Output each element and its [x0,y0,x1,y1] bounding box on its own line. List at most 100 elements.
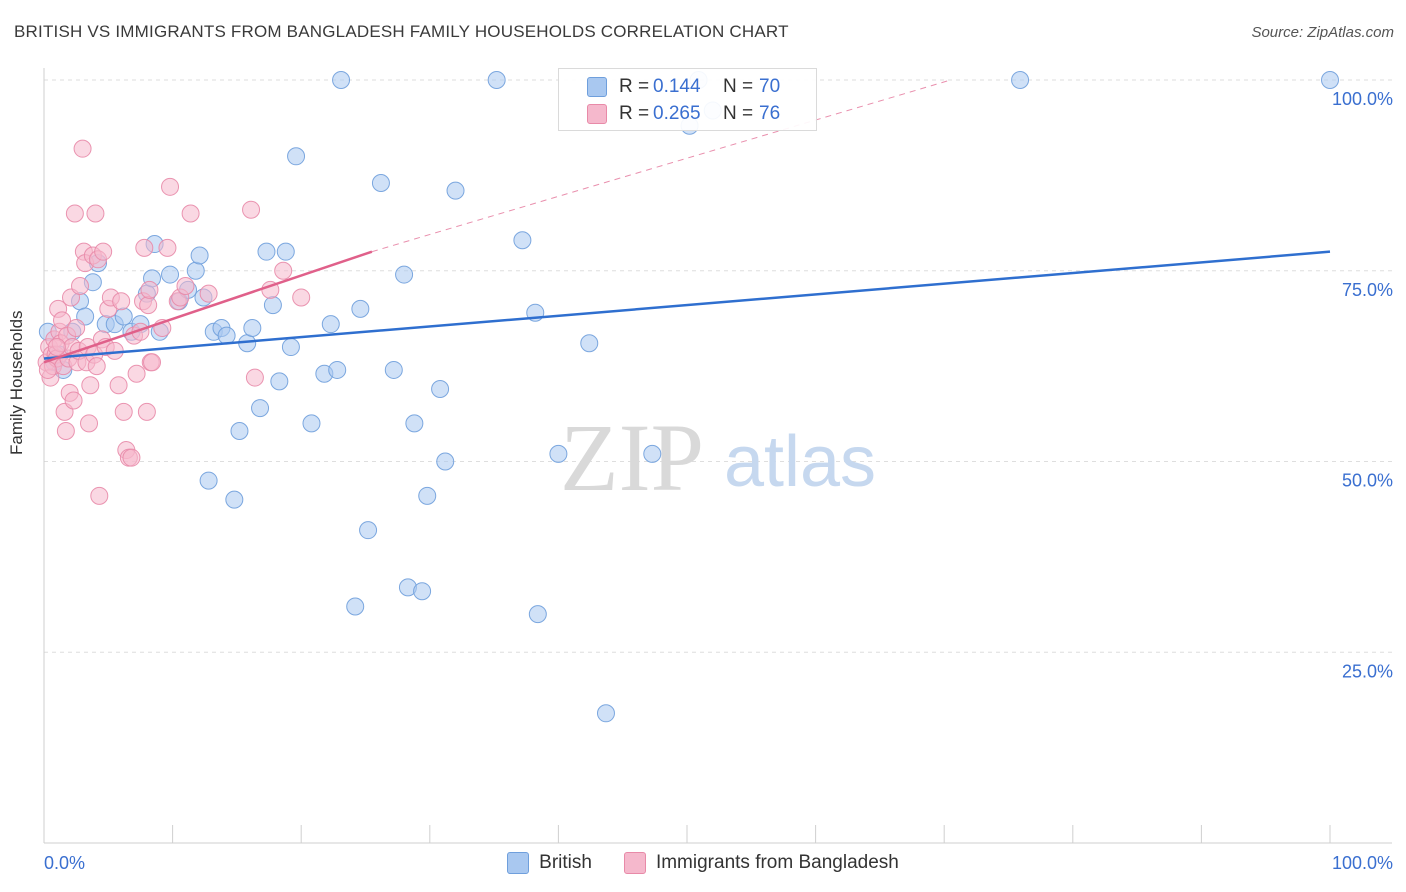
british-point [251,399,270,418]
british-point [287,147,306,166]
british-point [431,380,450,399]
british-point [596,704,615,723]
british-point [418,486,437,505]
bangladesh-r-value: 0.265 [653,103,701,124]
british-point [413,582,432,601]
x-tick-label: 100.0% [1332,853,1393,873]
british-point [395,265,414,284]
tick-labels: 25.0% 50.0% 75.0% 100.0% 0.0% 100.0% [44,89,1393,873]
watermark-zip: ZIP [560,404,704,511]
legend-row-british: R = 0.144 N = 70 [587,75,780,99]
bangladesh-trend-line [43,250,373,364]
bangladesh-point [127,364,146,383]
source-note: Source: ZipAtlas.com [1251,24,1394,41]
bangladesh-point [181,204,200,223]
british-point [190,246,209,265]
british-r-value: 0.144 [653,76,701,97]
british-point [528,605,547,624]
british-point [359,521,378,540]
british-point [1321,71,1339,89]
british-point [217,326,236,345]
y-axis-label: Family Households [7,310,26,455]
axes [43,68,1392,844]
british-point [161,265,180,284]
bangladesh-point [176,277,195,296]
british-point [321,315,340,334]
bangladesh-point [199,284,218,303]
bangladesh-point [112,292,131,311]
grid-lines [44,79,1392,653]
british-point [276,242,295,261]
british-swatch [587,77,607,97]
bangladesh-point [135,238,154,257]
british-point [513,231,532,250]
watermark: ZIP atlas [560,404,876,511]
british-point [230,421,249,440]
bangladesh-point [47,338,66,357]
bangladesh-point [109,376,128,395]
bangladesh-swatch [587,104,607,124]
bangladesh-legend-swatch [623,852,646,874]
trend-lines [43,79,1331,364]
bangladesh-point [143,353,162,372]
legend-row-bangladesh: R = 0.265 N = 76 [587,102,780,126]
british-point [263,296,282,315]
x-tick-label: 0.0% [44,853,85,873]
legend-item-bangladesh[interactable]: Immigrants from Bangladesh [623,852,899,874]
bangladesh-point [87,357,106,376]
british-point [384,360,403,379]
british-n-value: 70 [759,76,781,97]
bangladesh-point [242,200,261,219]
bangladesh-point [292,288,311,307]
bangladesh-point [161,177,180,196]
bangladesh-point [105,341,124,360]
british-point [328,360,347,379]
bangladesh-point [38,360,57,379]
bangladesh-point [81,376,100,395]
british-point [199,471,218,490]
y-tick-label: 100.0% [1332,89,1393,109]
british-point [186,261,205,280]
bangladesh-point [245,368,264,387]
british-n-label: N = [723,76,754,97]
correlation-legend: R = 0.144 N = 70 R = 0.265 N = 76 [558,68,817,131]
bangladesh-point [80,414,99,433]
legend-item-british[interactable]: British [507,852,592,874]
bangladesh-n-value: 76 [759,103,781,124]
bangladesh-point [140,280,159,299]
british-point [1011,71,1030,89]
bangladesh-n-label: N = [723,103,754,124]
british-r-label: R = [619,76,650,97]
bangladesh-r-label: R = [619,103,650,124]
british-point [436,452,455,471]
british-point [243,318,262,337]
british-point [114,307,133,326]
british-point [549,444,568,463]
british-legend-label: British [539,852,592,873]
british-point [257,242,276,261]
british-trend-line [43,250,1331,360]
bangladesh-point [86,204,105,223]
bangladesh-point [90,486,109,505]
bangladesh-point [73,139,92,158]
british-point [487,71,506,89]
british-legend-swatch [507,852,530,874]
british-point [225,490,244,509]
bangladesh-point [158,238,177,257]
bangladesh-point [114,402,133,421]
bangladesh-point [65,204,84,223]
british-point [405,414,424,433]
british-point [351,299,370,318]
bangladesh-point [274,261,293,280]
series-legend: British Immigrants from Bangladesh [0,852,1406,874]
british-point [302,414,321,433]
british-point [371,174,390,193]
british-point [332,71,351,89]
watermark-atlas: atlas [724,422,876,502]
bangladesh-trend-extension [371,79,951,253]
bangladesh-point [64,391,83,410]
y-tick-label: 50.0% [1342,471,1393,491]
british-point [346,597,365,616]
bangladesh-point [139,296,158,315]
